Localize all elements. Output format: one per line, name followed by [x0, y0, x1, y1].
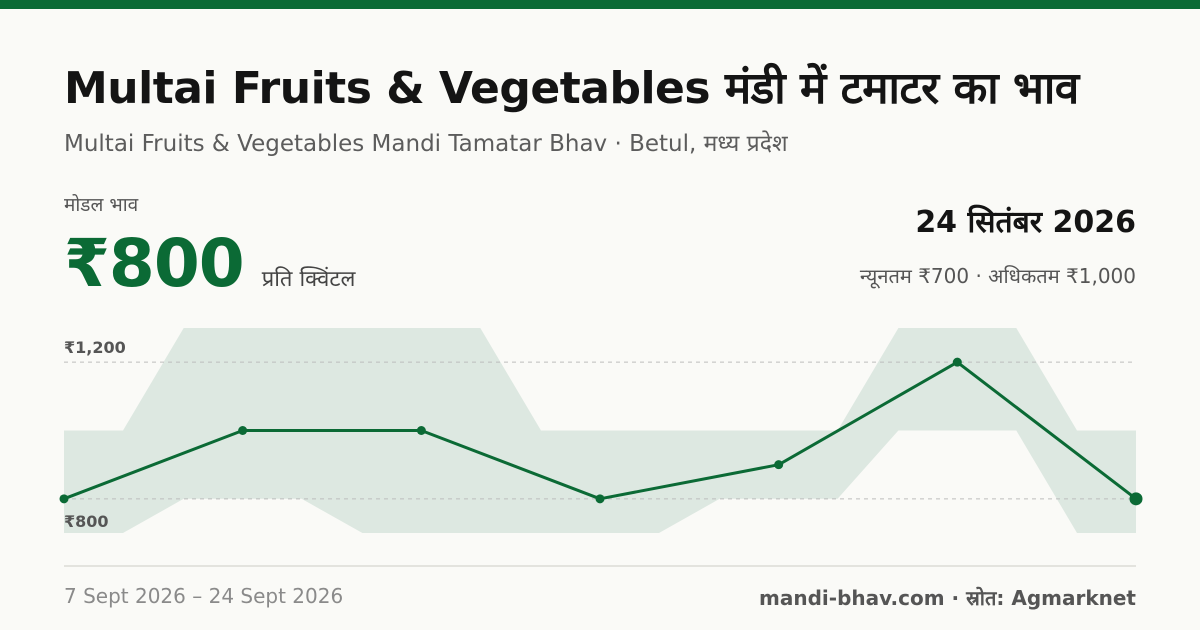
footer-divider	[64, 565, 1136, 567]
price-row: ₹800 प्रति क्विंटल	[64, 225, 355, 302]
data-point	[774, 460, 784, 470]
page-subtitle: Multai Fruits & Vegetables Mandi Tamatar…	[64, 131, 788, 157]
min-max-band	[64, 328, 1136, 533]
data-point	[1129, 492, 1143, 506]
data-point	[416, 426, 426, 435]
modal-price-label: मोडल भाव	[64, 194, 139, 216]
top-accent-bar	[0, 0, 1200, 9]
min-max-price: न्यूनतम ₹700 · अधिकतम ₹1,000	[859, 264, 1136, 288]
y-tick-label: ₹1,200	[64, 338, 126, 357]
data-point	[238, 426, 248, 435]
price-trend-chart: ₹1,200 ₹800	[59, 328, 1143, 533]
date-range: 7 Sept 2026 – 24 Sept 2026	[64, 584, 344, 608]
data-point	[59, 494, 69, 504]
page-title: Multai Fruits & Vegetables मंडी में टमाट…	[64, 63, 1079, 114]
modal-price-value: ₹800	[64, 225, 245, 302]
data-point	[595, 494, 605, 504]
data-point	[952, 357, 962, 367]
price-date: 24 सितंबर 2026	[915, 205, 1136, 240]
price-unit: प्रति क्विंटल	[261, 267, 356, 292]
y-tick-label: ₹800	[64, 512, 109, 531]
source-credit: mandi-bhav.com · स्रोत: Agmarknet	[759, 586, 1136, 610]
